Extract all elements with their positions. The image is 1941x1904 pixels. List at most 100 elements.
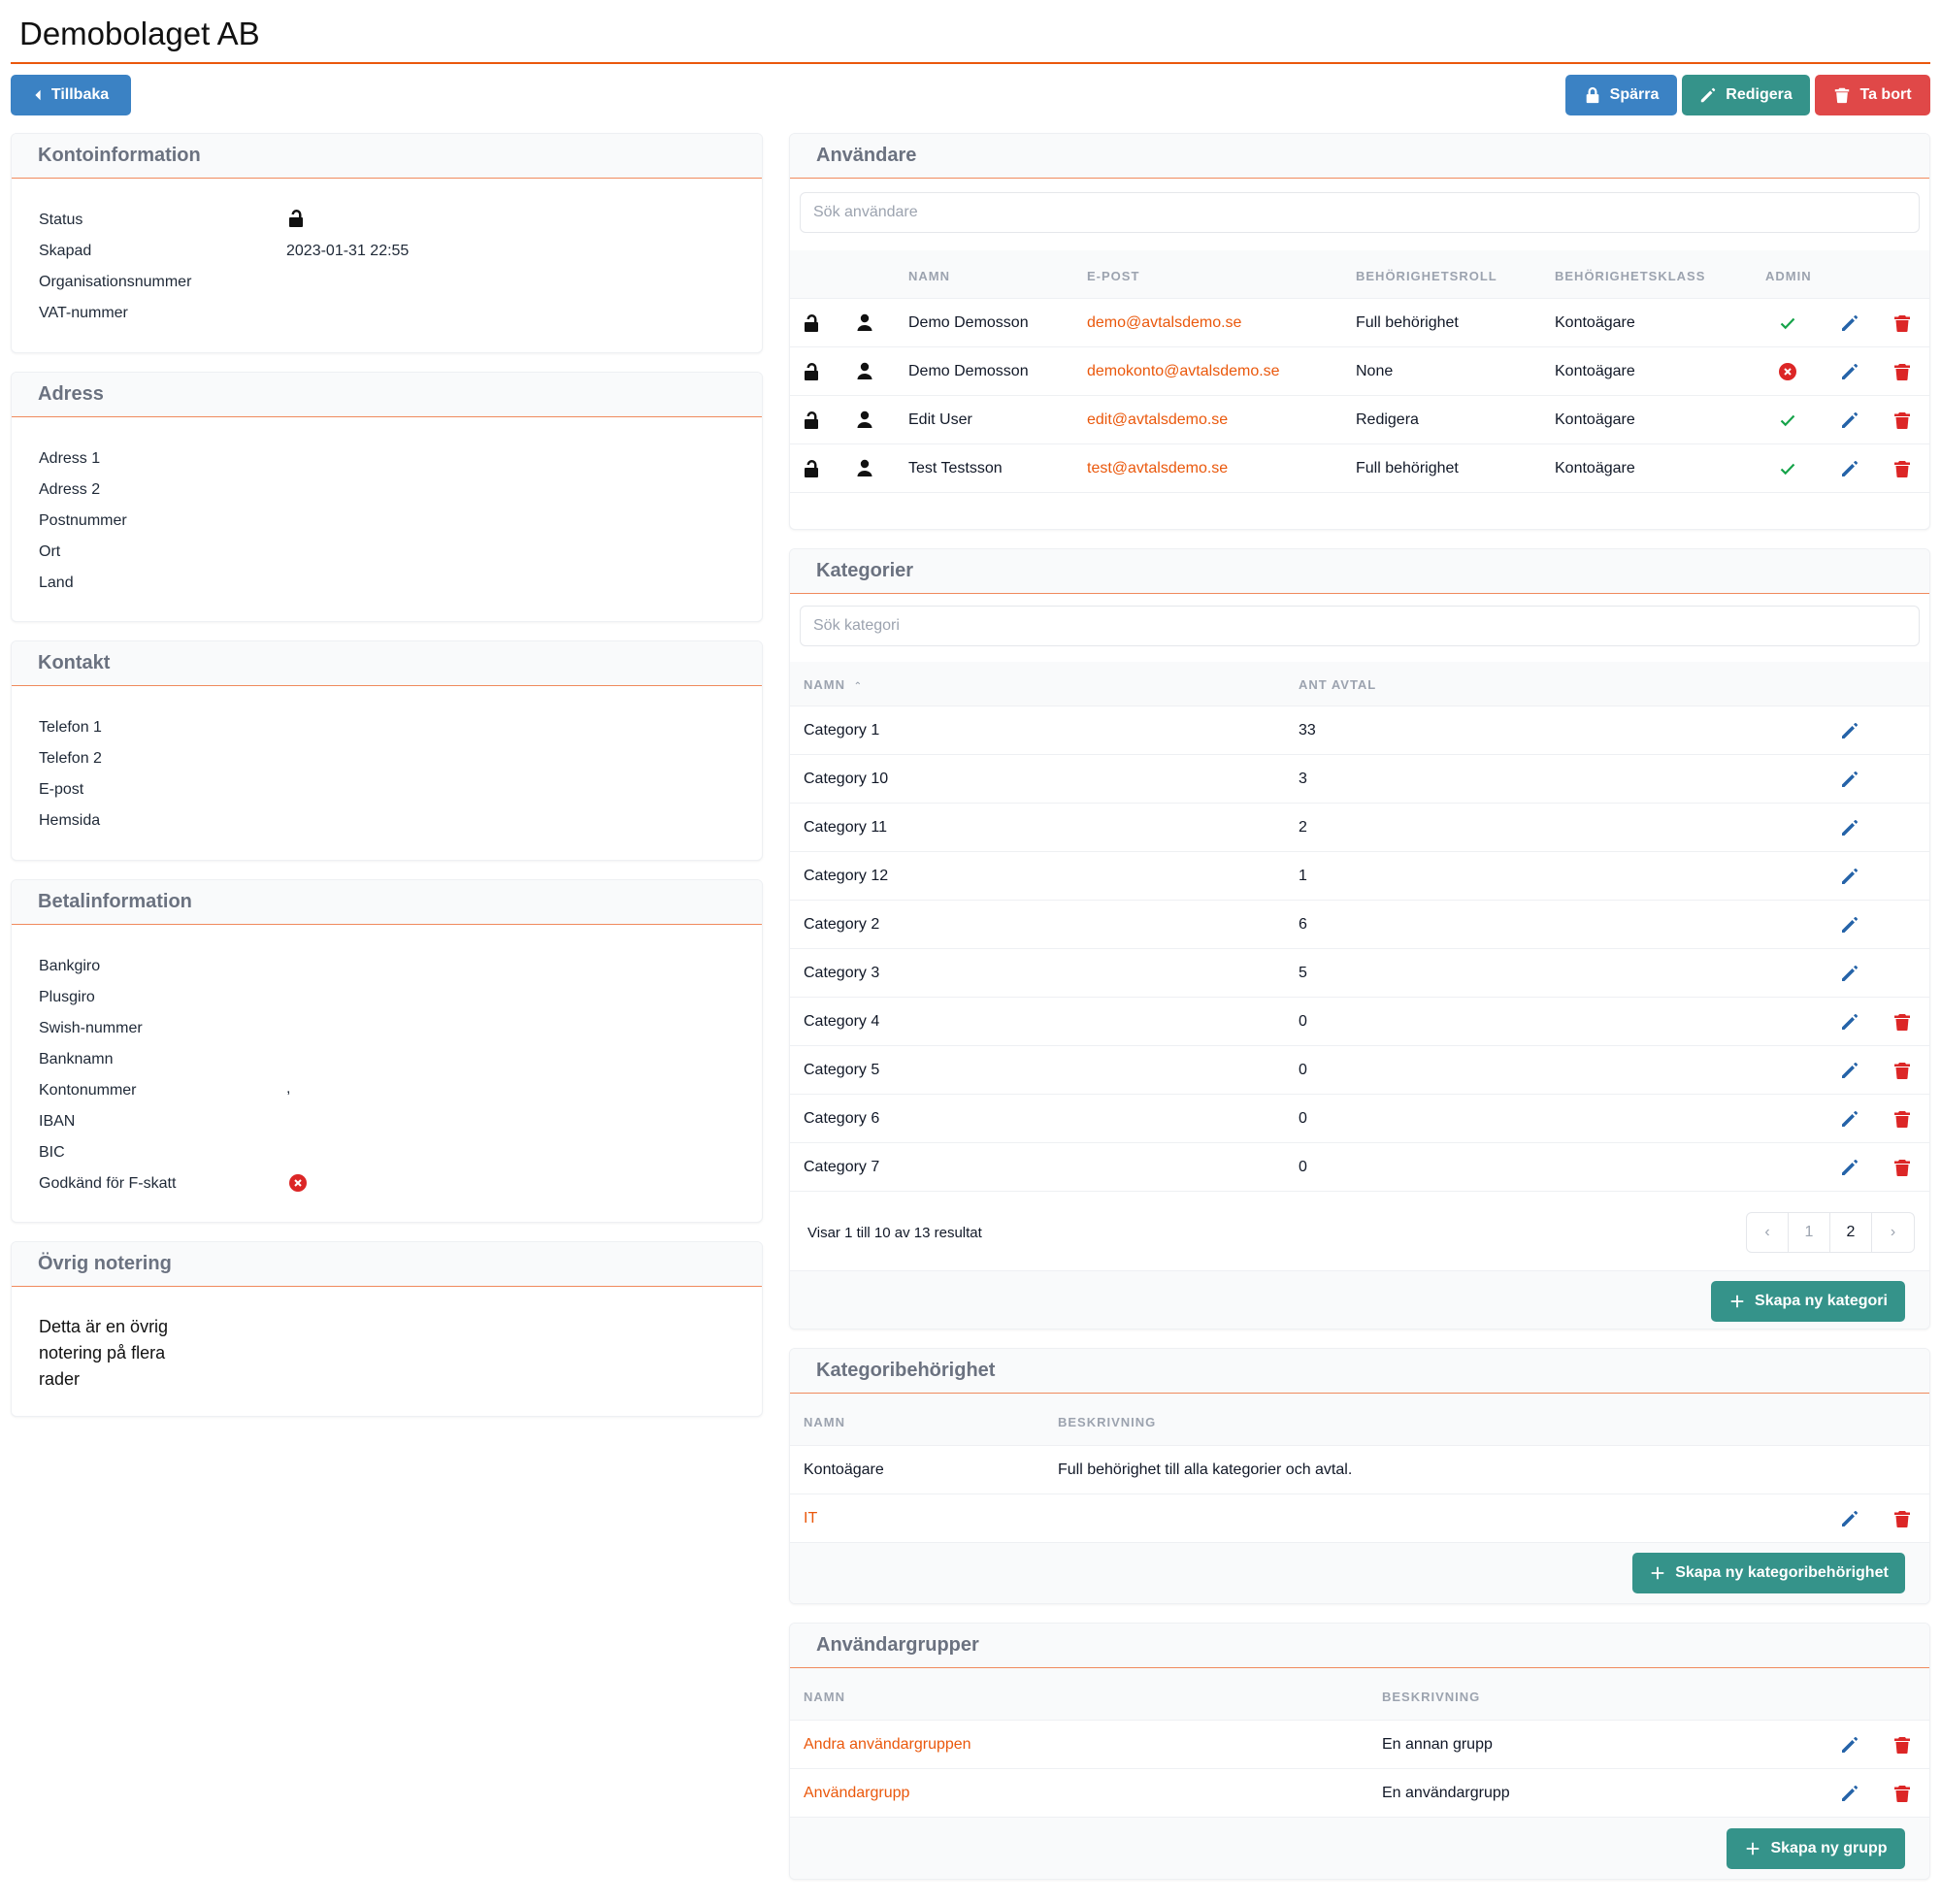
edit-icon[interactable] <box>1840 1012 1859 1032</box>
postal-code-label: Postnummer <box>39 512 127 529</box>
table-row[interactable]: Användargrupp En användargrupp <box>790 1769 1929 1818</box>
title-divider <box>11 62 1930 64</box>
trash-icon[interactable] <box>1892 459 1912 478</box>
edit-icon[interactable] <box>1840 1158 1859 1177</box>
user-groups-card: Användargrupper NAMN BESKRIVNING Andra a… <box>789 1623 1930 1880</box>
table-row[interactable]: Category 10 3 <box>790 755 1929 804</box>
user-email-link[interactable]: demo@avtalsdemo.se <box>1087 314 1242 331</box>
created-label: Skapad <box>39 243 92 259</box>
iban-label: IBAN <box>39 1113 76 1130</box>
trash-icon[interactable] <box>1892 313 1912 333</box>
table-row[interactable]: Category 3 5 <box>790 949 1929 998</box>
user-email-link[interactable]: demokonto@avtalsdemo.se <box>1087 363 1280 379</box>
th-group-name: NAMN <box>804 1690 845 1704</box>
user-groups-header: NAMN BESKRIVNING <box>790 1668 1929 1721</box>
delete-button[interactable]: Ta bort <box>1815 75 1930 115</box>
page-1-link[interactable]: 1 <box>1789 1213 1830 1252</box>
table-row[interactable]: Category 7 0 <box>790 1143 1929 1192</box>
unlocked-icon[interactable] <box>802 459 821 478</box>
email-label: E-post <box>39 781 84 798</box>
caret-left-icon <box>35 89 41 101</box>
table-row[interactable]: Category 4 0 <box>790 998 1929 1046</box>
th-perm-name: NAMN <box>804 1415 845 1429</box>
table-row[interactable]: Category 2 6 <box>790 901 1929 949</box>
address1-label: Adress 1 <box>39 450 101 467</box>
edit-button[interactable]: Redigera <box>1682 75 1810 115</box>
edit-icon[interactable] <box>1840 1061 1859 1080</box>
edit-icon[interactable] <box>1840 410 1859 430</box>
table-row[interactable]: Andra användargruppen En annan grupp <box>790 1721 1929 1769</box>
contact-card: Kontakt Telefon 1 Telefon 2 E-post Hemsi… <box>11 640 763 861</box>
perm-name-link[interactable]: IT <box>804 1510 818 1526</box>
trash-icon[interactable] <box>1892 410 1912 430</box>
edit-icon[interactable] <box>1840 818 1859 837</box>
table-row[interactable]: Category 11 2 <box>790 804 1929 852</box>
table-row[interactable]: Test Testsson test@avtalsdemo.se Full behö… <box>790 444 1929 493</box>
category-permissions-header: NAMN BESKRIVNING <box>790 1394 1929 1446</box>
lock-icon <box>1586 86 1598 104</box>
trash-icon[interactable] <box>1892 362 1912 381</box>
edit-icon[interactable] <box>1840 362 1859 381</box>
categories-card: Kategorier Sök kategori NAMN ⌃ ANT AVTAL… <box>789 548 1930 1330</box>
user-icon <box>855 410 874 429</box>
edit-icon[interactable] <box>1840 770 1859 789</box>
edit-icon[interactable] <box>1840 1109 1859 1129</box>
category-search-input[interactable]: Sök kategori <box>800 606 1920 646</box>
trash-icon[interactable] <box>1892 1158 1912 1177</box>
create-group-button[interactable]: Skapa ny grupp <box>1727 1828 1905 1869</box>
user-role: Redigera <box>1356 411 1419 428</box>
account-number-value: , <box>286 1080 291 1097</box>
user-email-link[interactable]: test@avtalsdemo.se <box>1087 460 1229 476</box>
user-icon <box>855 312 874 332</box>
edit-icon[interactable] <box>1840 721 1859 740</box>
edit-icon[interactable] <box>1840 1509 1859 1528</box>
user-icon <box>855 458 874 477</box>
address2-label: Adress 2 <box>39 481 101 498</box>
trash-icon[interactable] <box>1892 1061 1912 1080</box>
table-row[interactable]: Edit User edit@avtalsdemo.se Redigera Konto… <box>790 396 1929 444</box>
user-name: Demo Demosson <box>908 363 1029 379</box>
user-email-link[interactable]: edit@avtalsdemo.se <box>1087 411 1229 428</box>
th-category-name[interactable]: NAMN ⌃ <box>804 677 863 692</box>
user-search-input[interactable]: Sök användare <box>800 192 1920 233</box>
table-row[interactable]: Category 12 1 <box>790 852 1929 901</box>
lock-button[interactable]: Spärra <box>1565 75 1677 115</box>
create-category-permission-button[interactable]: Skapa ny kategoribehörighet <box>1632 1553 1905 1593</box>
edit-icon[interactable] <box>1840 915 1859 935</box>
trash-icon[interactable] <box>1892 1012 1912 1032</box>
account-number-label: Kontonummer <box>39 1082 137 1099</box>
unlocked-icon[interactable] <box>802 410 821 430</box>
edit-icon[interactable] <box>1840 867 1859 886</box>
contact-card-title: Kontakt <box>12 641 762 686</box>
table-row[interactable]: Demo Demosson demokonto@avtalsdemo.se None… <box>790 347 1929 396</box>
table-row[interactable]: Category 5 0 <box>790 1046 1929 1095</box>
category-name: Category 10 <box>804 771 889 787</box>
back-button[interactable]: Tillbaka <box>11 75 131 115</box>
table-row[interactable]: Category 1 33 <box>790 706 1929 755</box>
trash-icon[interactable] <box>1892 1784 1912 1803</box>
th-group-description: BESKRIVNING <box>1382 1690 1481 1704</box>
trash-icon[interactable] <box>1892 1109 1912 1129</box>
group-name-link[interactable]: Andra användargruppen <box>804 1736 971 1753</box>
unlocked-icon[interactable] <box>802 362 821 381</box>
table-row[interactable]: IT <box>790 1494 1929 1543</box>
user-role: None <box>1356 363 1394 379</box>
account-card-title: Kontoinformation <box>12 134 762 179</box>
trash-icon[interactable] <box>1892 1735 1912 1755</box>
table-row[interactable]: Demo Demosson demo@avtalsdemo.se Full behö… <box>790 299 1929 347</box>
edit-icon[interactable] <box>1840 1735 1859 1755</box>
table-row[interactable]: Category 6 0 <box>790 1095 1929 1143</box>
group-name-link[interactable]: Användargrupp <box>804 1785 910 1801</box>
edit-icon[interactable] <box>1840 459 1859 478</box>
website-label: Hemsida <box>39 812 101 829</box>
page-2-link[interactable]: 2 <box>1830 1213 1872 1252</box>
edit-icon[interactable] <box>1840 313 1859 333</box>
edit-icon[interactable] <box>1840 964 1859 983</box>
unlocked-icon[interactable] <box>802 313 821 333</box>
trash-icon[interactable] <box>1892 1509 1912 1528</box>
next-page-icon[interactable]: › <box>1890 1224 1896 1240</box>
table-row[interactable]: Kontoägare Full behörighet till alla kat… <box>790 1446 1929 1494</box>
prev-page-icon[interactable]: ‹ <box>1747 1213 1789 1252</box>
edit-icon[interactable] <box>1840 1784 1859 1803</box>
create-category-button[interactable]: Skapa ny kategori <box>1711 1281 1905 1322</box>
